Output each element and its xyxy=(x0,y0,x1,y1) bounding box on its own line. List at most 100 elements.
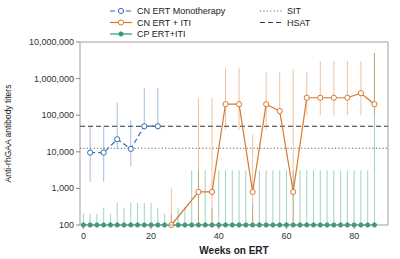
axes: 0204060801001,00010,000100,0001,000,0001… xyxy=(29,37,388,241)
tick-label: 100,000 xyxy=(41,110,74,120)
tick-mark xyxy=(76,115,80,116)
data-point xyxy=(331,95,336,100)
error-bar xyxy=(354,170,355,225)
tick-label: 20 xyxy=(146,231,156,241)
error-bar xyxy=(130,120,131,166)
tick-mark xyxy=(218,225,219,229)
legend-item: HSAT xyxy=(260,18,311,28)
tick-label: 10,000 xyxy=(46,147,74,157)
tick-mark xyxy=(83,225,84,229)
error-bar xyxy=(252,134,253,225)
data-point xyxy=(345,95,350,100)
y-axis-label: Anti-rhGAA antibody titers xyxy=(3,85,13,183)
tick-mark xyxy=(151,225,152,229)
reference-line xyxy=(80,148,388,149)
error-bar xyxy=(300,170,301,225)
tick-label: 40 xyxy=(214,231,224,241)
error-bar xyxy=(239,68,240,130)
reference-line xyxy=(80,126,388,127)
chart: 0204060801001,00010,000100,0001,000,0001… xyxy=(0,0,400,259)
error-bar xyxy=(320,170,321,225)
error-bar xyxy=(367,170,368,225)
error-bar xyxy=(266,170,267,225)
legend-marker xyxy=(119,32,123,36)
series xyxy=(169,53,377,228)
legend-swatch xyxy=(260,10,282,11)
series-line xyxy=(171,93,374,225)
error-bar xyxy=(117,203,118,225)
data-point xyxy=(236,102,241,107)
tick-mark xyxy=(354,225,355,229)
error-bar xyxy=(144,203,145,225)
data-point xyxy=(358,91,363,96)
error-bar xyxy=(293,69,294,225)
error-bar xyxy=(124,208,125,225)
tick-mark xyxy=(76,225,80,226)
legend-label: HSAT xyxy=(287,18,311,28)
data-point xyxy=(318,95,323,100)
legend-item: CP ERT+ITI xyxy=(110,29,185,39)
data-point xyxy=(128,146,133,151)
legend-item: SIT xyxy=(260,6,302,16)
tick-label: 80 xyxy=(349,231,359,241)
error-bar xyxy=(225,68,226,130)
data-point xyxy=(101,150,106,155)
error-bar xyxy=(333,61,334,115)
data-point xyxy=(209,189,214,194)
tick-label: 1,000,000 xyxy=(34,74,74,84)
data-point xyxy=(142,124,147,129)
legend-swatch xyxy=(260,22,282,23)
tick-label: 60 xyxy=(281,231,291,241)
data-point xyxy=(223,102,228,107)
error-bar xyxy=(272,170,273,225)
tick-mark xyxy=(76,151,80,152)
error-bar xyxy=(347,61,348,115)
error-bar xyxy=(212,98,213,225)
error-bar xyxy=(327,170,328,225)
error-bar xyxy=(184,208,185,225)
data-point xyxy=(88,150,93,155)
data-point xyxy=(304,95,309,100)
series xyxy=(88,88,161,182)
error-bar xyxy=(320,61,321,115)
data-point xyxy=(372,102,377,107)
error-bar xyxy=(347,170,348,225)
data-point xyxy=(264,102,269,107)
data-point xyxy=(196,189,201,194)
data-point xyxy=(291,189,296,194)
legend-marker xyxy=(118,20,123,25)
legend-item: CN ERT Monotherapy xyxy=(110,6,226,16)
tick-mark xyxy=(286,225,287,229)
error-bar xyxy=(279,170,280,225)
error-bar xyxy=(374,53,375,225)
series xyxy=(81,53,376,227)
tick-label: 100 xyxy=(59,220,74,230)
error-bar xyxy=(151,203,152,225)
error-bar xyxy=(157,208,158,225)
legend-label: CN ERT Monotherapy xyxy=(137,6,226,16)
error-bar xyxy=(313,170,314,225)
error-bar xyxy=(239,170,240,225)
tick-label: 0 xyxy=(81,231,86,241)
error-bar xyxy=(266,72,267,130)
data-point xyxy=(277,108,282,113)
error-bar xyxy=(103,208,104,225)
error-bar xyxy=(130,203,131,225)
error-bar xyxy=(137,203,138,225)
plot-frame xyxy=(80,42,388,225)
error-bar xyxy=(171,188,172,225)
legend-marker xyxy=(118,8,123,13)
error-bar xyxy=(333,170,334,225)
series-line xyxy=(90,126,158,152)
data-point xyxy=(115,137,120,142)
error-bar xyxy=(191,170,192,225)
legend-label: CP ERT+ITI xyxy=(137,29,185,39)
legend-label: CN ERT + ITI xyxy=(137,18,191,28)
error-bar xyxy=(306,72,307,115)
error-bar xyxy=(205,170,206,225)
error-bar xyxy=(286,170,287,225)
error-bar xyxy=(259,170,260,225)
error-bar xyxy=(306,170,307,225)
tick-mark xyxy=(76,188,80,189)
error-bar xyxy=(245,170,246,225)
